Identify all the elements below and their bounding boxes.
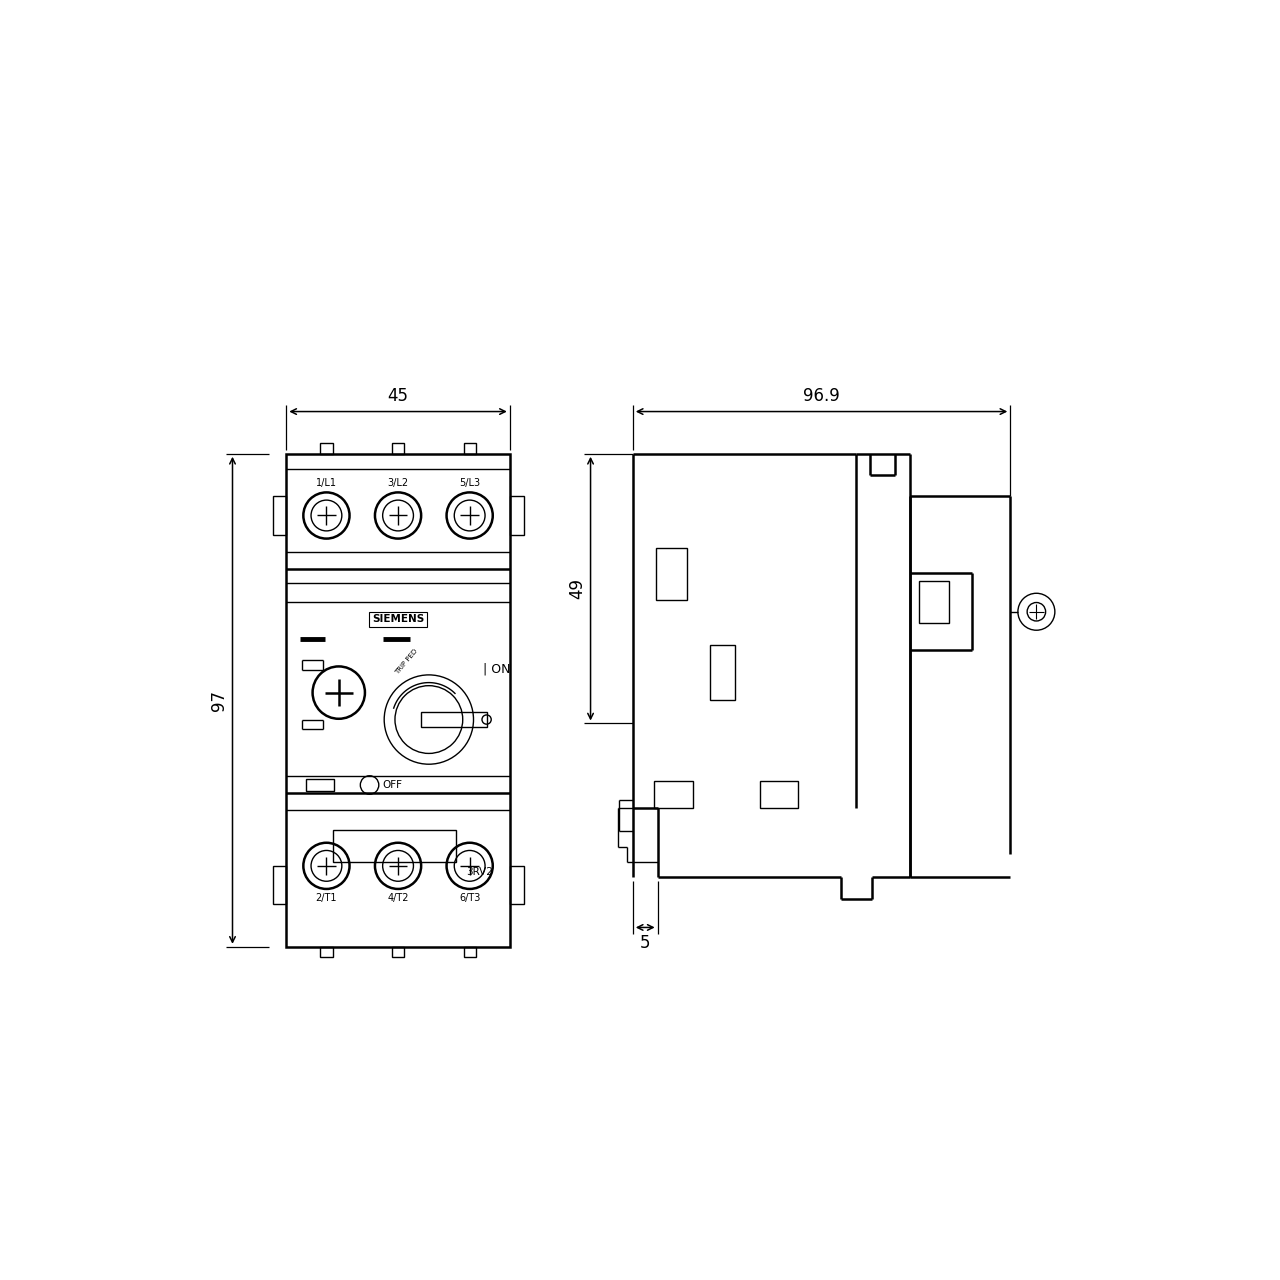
Text: 3/L2: 3/L2 [388,477,408,488]
Text: 97: 97 [210,690,228,710]
Text: | ON: | ON [483,663,511,676]
Bar [306,778,334,791]
Text: 96.9: 96.9 [803,388,840,406]
Bar [320,947,333,957]
Bar [760,781,799,808]
Text: 5: 5 [640,933,650,951]
Bar [392,443,404,454]
Text: 45: 45 [388,388,408,406]
Bar [273,497,287,535]
Bar [509,865,524,905]
Text: TRIP PED: TRIP PED [394,648,419,676]
Bar [463,947,476,957]
Text: 6/T3: 6/T3 [460,893,480,902]
Bar [657,548,687,600]
Text: 1/L1: 1/L1 [316,477,337,488]
Bar [273,865,287,905]
Text: 5/L3: 5/L3 [460,477,480,488]
Text: 2/T1: 2/T1 [316,893,337,902]
Text: 49: 49 [568,579,586,599]
Bar [463,443,476,454]
Text: OFF: OFF [381,780,402,790]
Bar [421,712,486,727]
Bar [710,645,735,700]
Bar [392,947,404,957]
Bar [333,829,456,861]
Bar [654,781,692,808]
Bar [320,443,333,454]
Text: 4/T2: 4/T2 [388,893,408,902]
Bar [919,581,948,623]
Bar [287,454,509,947]
Text: 3RV2: 3RV2 [466,867,493,877]
Text: SIEMENS: SIEMENS [372,614,424,625]
Bar [509,497,524,535]
